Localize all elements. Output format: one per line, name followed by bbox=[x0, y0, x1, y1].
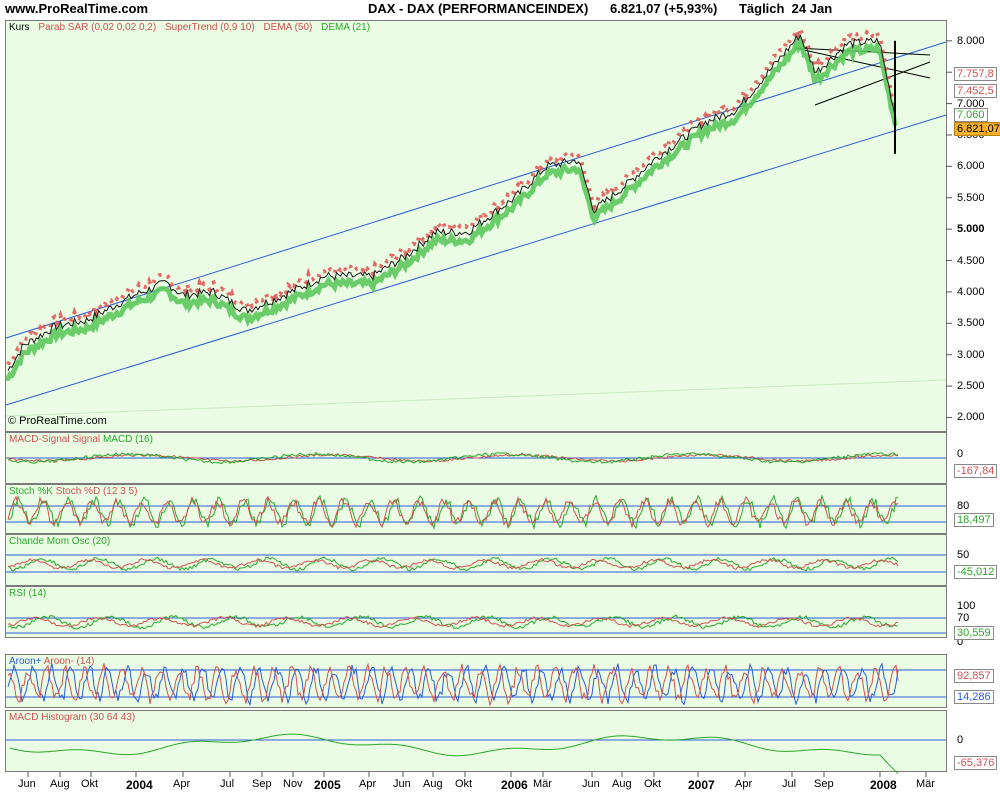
legend-parab-sar: Parab SAR (0,02 0,02 0,2) bbox=[38, 22, 157, 33]
hist-tick-0: 0 bbox=[957, 734, 964, 746]
x-tick-label: Aug bbox=[612, 778, 632, 790]
legend-dema-21: DEMA (21) bbox=[321, 22, 371, 33]
stoch-value: 18,497 bbox=[954, 513, 994, 527]
site-name[interactable]: www.ProRealTime.com bbox=[5, 1, 149, 16]
rsi-tick-70: 70 bbox=[957, 612, 970, 624]
price-line bbox=[7, 33, 896, 371]
stoch-tick-80: 80 bbox=[957, 500, 970, 512]
watermark: © ProRealTime.com bbox=[8, 415, 107, 427]
price-tick: 4.000 bbox=[957, 285, 985, 298]
price-tick: 3.500 bbox=[957, 317, 985, 330]
x-tick-label: Nov bbox=[283, 778, 303, 790]
rsi-value: 30,559 bbox=[954, 626, 994, 640]
aroon-panel[interactable]: Aroon+ Aroon- (14) bbox=[5, 654, 947, 708]
macd-line bbox=[7, 451, 898, 465]
rsi-tick-0: 0 bbox=[957, 636, 964, 648]
legend-macd: MACD (16) bbox=[102, 434, 153, 445]
price-tag-dema21: 7.060 bbox=[954, 108, 988, 122]
price-tick: 5.500 bbox=[957, 191, 985, 204]
legend-supertrend: SuperTrend (0,9 10) bbox=[164, 22, 255, 33]
price-tag-dema50: 7.452,5 bbox=[954, 84, 997, 98]
x-tick-label: Okt bbox=[81, 778, 99, 790]
x-tick-label: Aug bbox=[423, 778, 443, 790]
stoch-d-line bbox=[7, 495, 899, 529]
legend-macd-histogram: MACD Histogram (30 64 43) bbox=[9, 712, 136, 723]
aroon-value-a: 92,857 bbox=[954, 669, 994, 683]
x-tick-label: 2007 bbox=[688, 778, 715, 792]
rsi-line-down bbox=[7, 616, 899, 629]
x-tick-label: 2008 bbox=[870, 778, 897, 792]
price-tick: 6.000 bbox=[957, 160, 985, 173]
price-tick: 3.000 bbox=[957, 348, 985, 361]
cmo-line bbox=[7, 556, 899, 572]
trend-base bbox=[5, 379, 947, 417]
x-tick-label: Apr bbox=[359, 778, 377, 790]
x-tick-label: Mär bbox=[533, 778, 552, 790]
triangle-mid bbox=[794, 47, 931, 79]
histogram-panel[interactable]: MACD Histogram (30 64 43) bbox=[5, 710, 947, 772]
macd-histogram-line bbox=[9, 733, 899, 775]
legend-rsi: RSI (14) bbox=[9, 588, 47, 599]
aroon-plus-line bbox=[7, 662, 899, 707]
x-tick-label: Jun bbox=[582, 778, 600, 790]
price-tag-supertrend: 7.757,8 bbox=[954, 67, 997, 81]
x-tick-label: Aug bbox=[50, 778, 70, 790]
header: www.ProRealTime.com DAX - DAX (PERFORMAN… bbox=[0, 0, 1000, 18]
cmo-line-down bbox=[7, 557, 899, 571]
x-tick-label: Jun bbox=[18, 778, 36, 790]
aroon-minus-line bbox=[7, 662, 899, 707]
x-tick-label: Sep bbox=[814, 778, 834, 790]
legend-aroon-plus: Aroon+ bbox=[9, 656, 42, 667]
rsi-tick-100: 100 bbox=[957, 600, 976, 612]
x-tick-label: 2005 bbox=[314, 778, 341, 792]
x-tick-label: Apr bbox=[735, 778, 753, 790]
legend-macd-signal: MACD-Signal Signal bbox=[9, 434, 101, 445]
rsi-panel[interactable]: RSI (14) bbox=[5, 586, 947, 638]
price-legend: Kurs Parab SAR (0,02 0,02 0,2) SuperTren… bbox=[9, 22, 376, 33]
legend-dema-50: DEMA (50) bbox=[263, 22, 313, 33]
trend-channel-upper bbox=[5, 41, 947, 339]
x-tick-label: Mär bbox=[916, 778, 935, 790]
trend-channel-lower bbox=[5, 114, 947, 406]
x-tick-label: 2004 bbox=[126, 778, 153, 792]
triangle-bottom bbox=[814, 61, 931, 106]
macd-value: -167,84 bbox=[954, 464, 998, 478]
price-tick: 8.000 bbox=[957, 34, 985, 47]
chart-title: DAX - DAX (PERFORMANCEINDEX) 6.821,07 (+… bbox=[368, 1, 833, 16]
x-tick-label: Jun bbox=[393, 778, 411, 790]
price-tick: 5.000 bbox=[957, 223, 985, 236]
x-tick-label: Okt bbox=[455, 778, 473, 790]
x-tick-label: 2006 bbox=[501, 778, 528, 792]
cmo-tick-50: 50 bbox=[957, 549, 970, 561]
price-tick: 2.500 bbox=[957, 380, 985, 393]
legend-aroon-minus: Aroon- (14) bbox=[43, 656, 95, 667]
x-tick-label: Jul bbox=[220, 778, 235, 790]
price-tick: 4.500 bbox=[957, 254, 985, 267]
price-tick: 2.000 bbox=[957, 411, 985, 424]
parab-sar-dots bbox=[6, 23, 897, 366]
macd-tick-0: 0 bbox=[957, 448, 964, 460]
x-tick-label: Sep bbox=[252, 778, 272, 790]
cmo-value: -45,012 bbox=[954, 565, 998, 579]
legend-kurs: Kurs bbox=[9, 22, 30, 33]
aroon-value-b: 14,286 bbox=[954, 690, 994, 704]
macd-signal-line bbox=[7, 453, 898, 463]
rsi-line bbox=[7, 614, 899, 630]
hist-value: -65,376 bbox=[954, 756, 998, 770]
x-tick-label: Apr bbox=[173, 778, 191, 790]
x-tick-label: Jul bbox=[782, 778, 797, 790]
dema-21-line bbox=[5, 36, 898, 381]
legend-stoch-k: Stoch %K bbox=[9, 486, 53, 497]
price-tag-last: 6.821,07 bbox=[954, 122, 1000, 136]
legend-cmo: Chande Mom Osc (20) bbox=[9, 536, 111, 547]
price-tick: 7.000 bbox=[957, 97, 985, 110]
x-tick-label: Okt bbox=[644, 778, 662, 790]
legend-stoch-d: Stoch %D (12 3 5) bbox=[55, 486, 138, 497]
